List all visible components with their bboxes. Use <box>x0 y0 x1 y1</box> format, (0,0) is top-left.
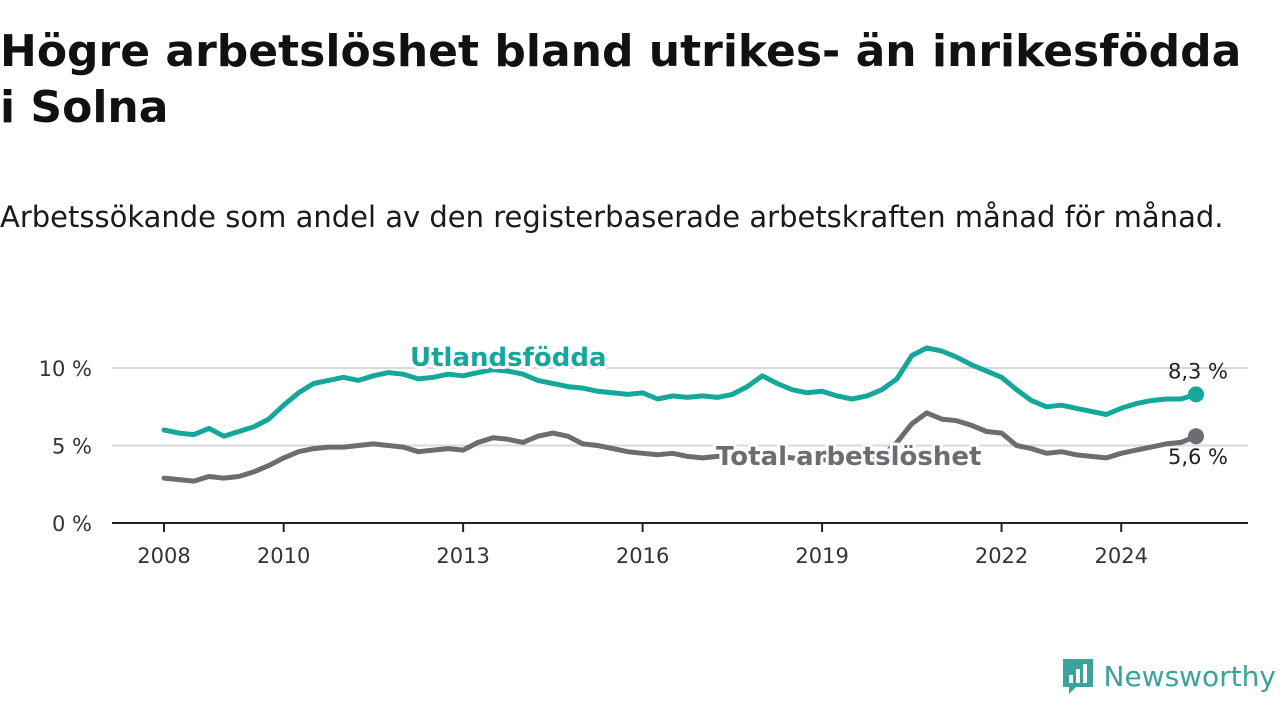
x-tick-label: 2008 <box>137 544 190 568</box>
series-line-utlandsfodda <box>164 348 1196 436</box>
series-labels: 8,3 % Utlandsfödda 5,6 % Total arbetslöshet <box>410 343 1228 472</box>
x-tick-label: 2022 <box>975 544 1028 568</box>
y-tick-label: 5 % <box>52 435 92 459</box>
series-end-value-label: 8,3 % <box>1168 359 1228 383</box>
x-tick-label: 2024 <box>1094 544 1147 568</box>
x-axis-ticks: 2008 2010 2013 2016 2019 2022 2024 <box>137 523 1148 568</box>
y-axis-ticks: 0 % 5 % 10 % <box>39 357 92 536</box>
brand-logo: Newsworthy <box>1060 656 1277 696</box>
x-tick-label: 2016 <box>616 544 669 568</box>
brand-name: Newsworthy <box>1104 660 1277 693</box>
newsworthy-logo-icon <box>1060 656 1096 696</box>
series-end-value-label: 5,6 % <box>1168 445 1228 469</box>
series-end-marker <box>1188 386 1204 402</box>
series-end-markers <box>1188 386 1204 444</box>
x-tick-label: 2010 <box>257 544 310 568</box>
y-tick-label: 0 % <box>52 512 92 536</box>
line-chart: 0 %5 %10 % 2008 2010 2013 2016 2019 2022 2024 … <box>0 0 1280 720</box>
series-line-total <box>164 413 1196 481</box>
series-name-label: Total arbetslöshet <box>716 442 981 472</box>
series-end-marker <box>1188 428 1204 444</box>
x-tick-label: 2019 <box>795 544 848 568</box>
y-tick-label: 10 % <box>39 357 92 381</box>
series-name-label: Utlandsfödda <box>410 343 607 373</box>
x-tick-label: 2013 <box>436 544 489 568</box>
